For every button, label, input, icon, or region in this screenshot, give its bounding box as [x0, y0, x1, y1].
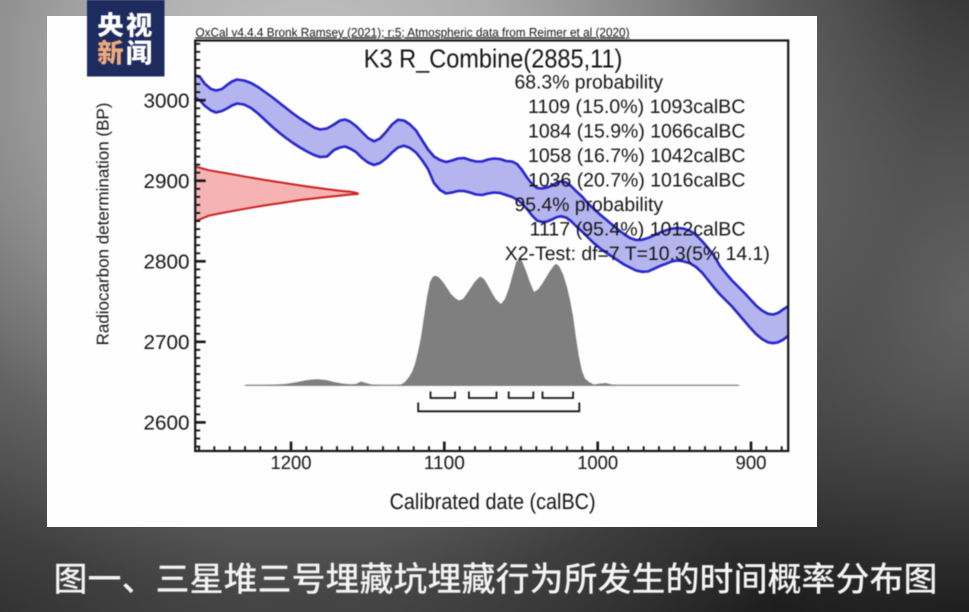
svg-text:1109 (15.0%) 1093calBC: 1109 (15.0%) 1093calBC	[528, 96, 745, 118]
svg-text:2900: 2900	[144, 171, 190, 193]
svg-text:X2-Test: df=7 T=10.3(5% 14.1): X2-Test: df=7 T=10.3(5% 14.1)	[505, 243, 770, 265]
svg-text:2800: 2800	[144, 252, 190, 274]
svg-text:900: 900	[736, 453, 767, 474]
svg-text:2600: 2600	[144, 413, 190, 435]
svg-text:1100: 1100	[424, 453, 465, 474]
svg-text:68.3% probability: 68.3% probability	[515, 72, 664, 94]
svg-text:1036 (20.7%) 1016calBC: 1036 (20.7%) 1016calBC	[528, 169, 745, 191]
svg-text:1084 (15.9%) 1066calBC: 1084 (15.9%) 1066calBC	[528, 121, 745, 143]
svg-text:Calibrated date (calBC): Calibrated date (calBC)	[390, 489, 596, 514]
svg-text:K3 R_Combine(2885,11): K3 R_Combine(2885,11)	[364, 43, 623, 73]
svg-text:95.4% probability: 95.4% probability	[515, 194, 664, 216]
svg-text:Radiocarbon determination (BP): Radiocarbon determination (BP)	[94, 103, 113, 346]
svg-text:1000: 1000	[577, 453, 618, 474]
svg-text:3000: 3000	[144, 90, 190, 112]
svg-text:2700: 2700	[144, 332, 190, 354]
svg-text:1117 (95.4%) 1012calBC: 1117 (95.4%) 1012calBC	[530, 218, 746, 240]
svg-text:OxCal v4.4.4 Bronk Ramsey (202: OxCal v4.4.4 Bronk Ramsey (2021); r:5; A…	[196, 25, 630, 39]
svg-text:1200: 1200	[271, 453, 312, 474]
svg-text:1058 (16.7%) 1042calBC: 1058 (16.7%) 1042calBC	[528, 145, 745, 167]
